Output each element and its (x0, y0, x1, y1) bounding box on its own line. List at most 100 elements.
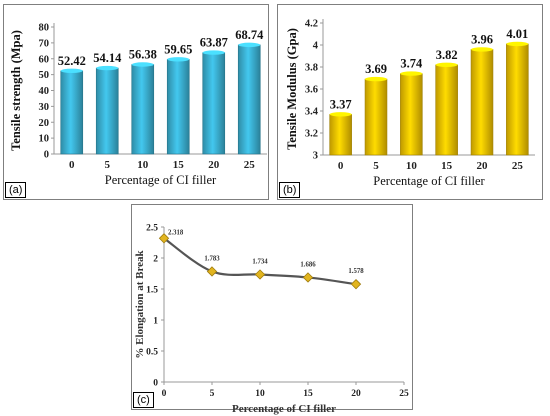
data-value-label: 1.734 (252, 258, 268, 265)
data-point-marker (302, 272, 314, 283)
x-axis-label: Percentage of CI filler (105, 173, 217, 187)
y-tick-label: 1 (153, 317, 158, 327)
bar-top-cap (400, 71, 423, 76)
bar (237, 44, 261, 155)
y-tick-label: 40 (39, 86, 50, 97)
y-tick-label: 4 (313, 41, 319, 52)
x-tick-label: 10 (406, 160, 418, 172)
bar (131, 64, 155, 155)
x-tick-label: 5 (373, 160, 379, 172)
x-axis-label: Percentage of CI filler (232, 403, 336, 415)
y-tick-label: 0 (153, 379, 158, 389)
bar-top-cap (167, 57, 190, 62)
y-tick-label: 3.4 (305, 107, 319, 118)
y-tick-label: 80 (39, 23, 50, 34)
y-tick-label: 0 (44, 150, 49, 161)
bar-value-label: 63.87 (200, 36, 228, 50)
bar-top-cap (131, 62, 154, 67)
bar (400, 73, 423, 156)
bar-value-label: 52.42 (58, 54, 86, 68)
y-tick-label: 4.2 (305, 19, 318, 30)
data-point-marker (350, 278, 362, 290)
data-point-marker (206, 266, 218, 277)
tensile-modulus-chart: 3 3.2 3.4 3.6 3.8 4 4.2 3.37 0 3.69 5 3.74 10 3.82 15 3… (285, 19, 535, 188)
bar-top-cap (202, 50, 225, 55)
bar (329, 114, 352, 156)
bar (435, 64, 458, 156)
y-tick-label: 3 (313, 151, 318, 162)
bar-top-cap (435, 62, 458, 67)
y-axis-label: Tensile Modulus (Gpa) (285, 28, 299, 150)
elongation-panel: 0 0.5 1 1.5 2 2.5 0 5 10 15 20 25 2.318 1.783 1.734 1.6… (131, 204, 413, 416)
panel-c-label: (c) (133, 392, 154, 408)
bar (470, 49, 494, 156)
tensile-modulus-panel: 3 3.2 3.4 3.6 3.8 4 4.2 3.37 0 3.69 5 3.74 10 3.82 15 3… (277, 4, 543, 200)
y-tick-label: 2 (153, 255, 158, 265)
x-tick-label: 20 (477, 160, 489, 172)
data-value-label: 1.686 (300, 261, 316, 268)
bar-top-cap (60, 68, 83, 73)
x-tick-label: 5 (105, 159, 111, 171)
data-point-marker (254, 269, 266, 280)
y-tick-label: 70 (39, 38, 50, 49)
bar-top-cap (471, 47, 493, 52)
y-tick-label: 0.5 (146, 348, 158, 358)
bar (60, 70, 84, 155)
bar (506, 43, 529, 156)
panel-a-label: (a) (5, 182, 27, 198)
panel-b-label: (b) (279, 182, 301, 198)
bar-value-label: 3.96 (471, 32, 493, 46)
x-tick-label: 15 (441, 160, 453, 172)
y-tick-label: 30 (39, 102, 50, 113)
y-tick-label: 3.2 (305, 129, 318, 140)
y-tick-label: 50 (39, 70, 50, 81)
y-axis-label: Tensile strength (Mpa) (9, 30, 23, 151)
y-tick-label: 2.5 (146, 224, 158, 234)
bar-value-label: 56.38 (129, 47, 157, 61)
bar-value-label: 4.01 (506, 27, 528, 41)
bar-top-cap (506, 41, 529, 47)
x-tick-label: 5 (210, 389, 215, 399)
x-tick-label: 25 (512, 160, 524, 172)
bar-top-cap (96, 65, 119, 71)
y-tick-label: 3.6 (305, 85, 318, 96)
data-value-label: 1.783 (204, 255, 220, 262)
bar (364, 78, 388, 156)
x-tick-label: 15 (173, 159, 185, 171)
bar-value-label: 54.14 (93, 51, 122, 65)
bar-value-label: 3.69 (365, 62, 387, 76)
y-tick-label: 60 (39, 54, 50, 65)
bar-value-label: 3.74 (400, 57, 423, 71)
x-tick-label: 25 (244, 159, 256, 171)
x-tick-label: 20 (351, 389, 361, 399)
y-tick-label: 1.5 (146, 286, 158, 296)
data-value-label: 1.578 (348, 268, 364, 275)
x-tick-label: 10 (137, 159, 149, 171)
bar (202, 52, 226, 155)
bar (95, 67, 119, 155)
bar-top-cap (329, 112, 352, 117)
bar-value-label: 3.82 (436, 48, 458, 62)
x-tick-label: 25 (399, 389, 409, 399)
y-tick-label: 20 (39, 118, 50, 129)
tensile-strength-chart: 0 10 20 30 40 50 60 70 80 52.42 0 54.14 5 56.38 10 59.6… (9, 23, 267, 187)
bar (166, 59, 190, 155)
bar-value-label: 3.37 (330, 97, 352, 111)
x-tick-label: 0 (162, 389, 167, 399)
elongation-chart: 0 0.5 1 1.5 2 2.5 0 5 10 15 20 25 2.318 1.783 1.734 1.6… (134, 224, 409, 416)
x-axis-label: Percentage of CI filler (373, 174, 485, 188)
data-value-label: 2.318 (168, 229, 184, 236)
y-axis-label: % Elongation at Break (134, 249, 146, 358)
bar-value-label: 59.65 (164, 42, 192, 56)
y-tick-label: 10 (39, 134, 50, 145)
x-tick-label: 0 (69, 159, 75, 171)
y-tick-label: 3.8 (305, 63, 318, 74)
data-point-marker (158, 233, 170, 244)
bar-top-cap (365, 76, 387, 82)
x-tick-label: 0 (338, 160, 344, 172)
bar-value-label: 68.74 (235, 28, 264, 42)
bar-top-cap (238, 42, 261, 48)
tensile-strength-panel: 0 10 20 30 40 50 60 70 80 52.42 0 54.14 5 56.38 10 59.6… (3, 4, 269, 200)
x-tick-label: 20 (208, 159, 220, 171)
x-tick-label: 10 (255, 389, 265, 399)
